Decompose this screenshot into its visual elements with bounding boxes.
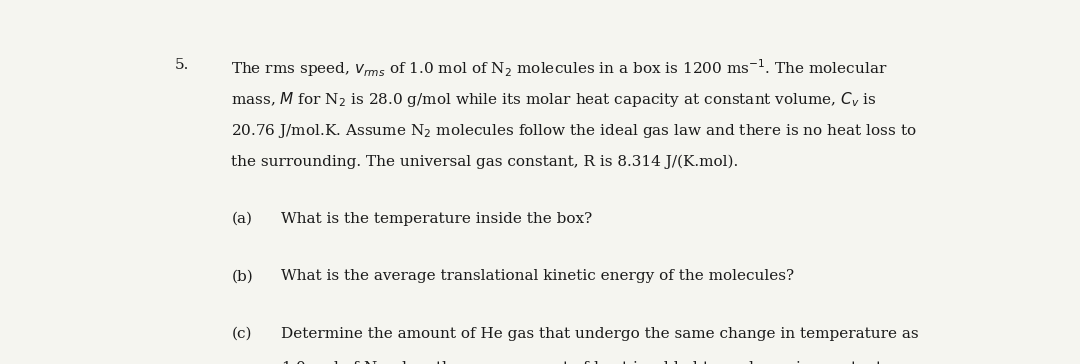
Text: 20.76 J/mol.K. Assume N$_2$ molecules follow the ideal gas law and there is no h: 20.76 J/mol.K. Assume N$_2$ molecules fo… xyxy=(231,122,917,140)
Text: 1.0 mol of N$_2$ when the same amount of heat is added to each gas in constant: 1.0 mol of N$_2$ when the same amount of… xyxy=(282,359,883,364)
Text: What is the temperature inside the box?: What is the temperature inside the box? xyxy=(282,212,593,226)
Text: (c): (c) xyxy=(231,327,252,341)
Text: What is the average translational kinetic energy of the molecules?: What is the average translational kineti… xyxy=(282,269,795,283)
Text: mass, $M$ for N$_2$ is 28.0 g/mol while its molar heat capacity at constant volu: mass, $M$ for N$_2$ is 28.0 g/mol while … xyxy=(231,90,877,109)
Text: (a): (a) xyxy=(231,212,253,226)
Text: 5.: 5. xyxy=(175,58,190,72)
Text: Determine the amount of He gas that undergo the same change in temperature as: Determine the amount of He gas that unde… xyxy=(282,327,919,341)
Text: The rms speed, $v_{rms}$ of 1.0 mol of N$_2$ molecules in a box is 1200 ms$^{-1}: The rms speed, $v_{rms}$ of 1.0 mol of N… xyxy=(231,58,888,79)
Text: (b): (b) xyxy=(231,269,253,283)
Text: the surrounding. The universal gas constant, R is 8.314 J/(K.mol).: the surrounding. The universal gas const… xyxy=(231,154,739,169)
